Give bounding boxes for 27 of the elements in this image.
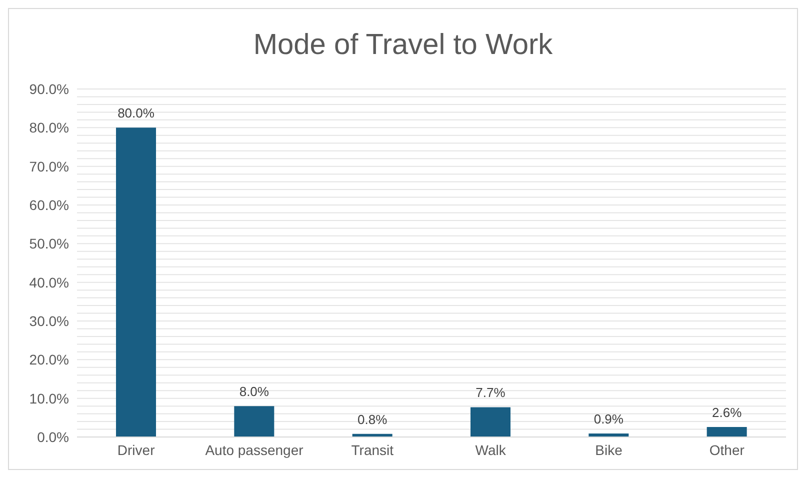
data-label: 0.8% [358,412,388,427]
data-label: 80.0% [118,106,155,121]
x-tick-label: Bike [595,442,623,458]
bar [234,406,274,437]
data-label: 7.7% [476,385,506,400]
x-tick-label: Transit [351,442,394,458]
y-tick-label: 80.0% [29,120,69,136]
x-tick-label: Driver [117,442,156,458]
y-tick-label: 60.0% [29,196,69,213]
bar [470,407,510,437]
chart-title: Mode of Travel to Work [252,29,554,62]
y-tick-label: 10.0% [29,390,69,406]
y-tick-label: 20.0% [29,352,69,368]
y-tick-label: 0.0% [37,428,69,445]
data-label: 8.0% [239,384,270,400]
data-label: 0.9% [594,412,624,427]
y-tick-label: 40.0% [29,274,69,290]
x-tick-label: Other [709,442,745,458]
x-tick-label: Walk [475,442,507,458]
y-tick-label: 90.0% [29,80,69,97]
y-tick-label: 50.0% [29,236,69,252]
y-tick-label: 70.0% [29,158,69,174]
data-label: 2.6% [712,404,742,420]
x-tick-label: Auto passenger [205,442,304,458]
bar [116,128,156,437]
y-tick-label: 30.0% [29,312,69,329]
bar [706,426,747,437]
